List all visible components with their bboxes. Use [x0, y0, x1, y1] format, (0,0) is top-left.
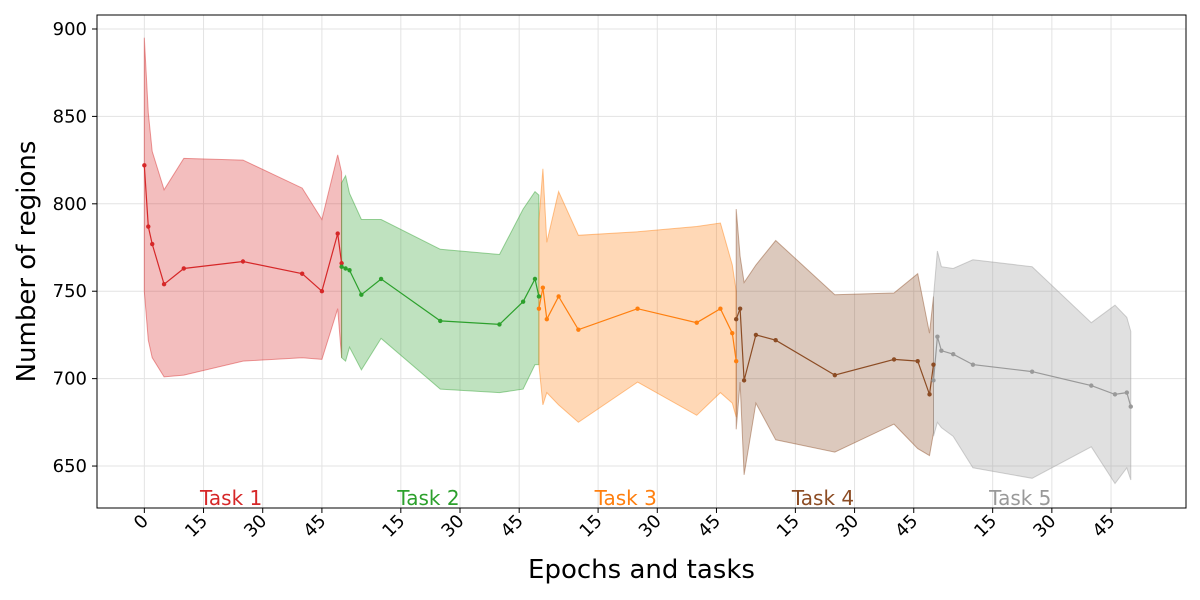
x-tick-label: 15 [970, 511, 1001, 542]
y-tick-label: 650 [53, 456, 87, 477]
point-task-4 [741, 378, 747, 383]
point-task-1 [299, 271, 305, 276]
point-task-3 [733, 358, 739, 364]
point-task-3 [718, 306, 723, 311]
x-tick-label: 30 [437, 511, 468, 542]
point-task-1 [161, 282, 167, 287]
point-task-1 [319, 289, 325, 294]
band-task-2 [341, 174, 540, 394]
task-label-4: Task 4 [791, 486, 854, 510]
x-tick-label: 15 [576, 511, 607, 542]
point-task-2 [343, 266, 348, 271]
point-task-3 [730, 330, 735, 336]
point-task-2 [520, 299, 526, 304]
band-task-5 [933, 250, 1132, 485]
point-task-4 [737, 306, 743, 311]
point-task-5 [1029, 369, 1035, 374]
point-task-4 [832, 372, 838, 378]
y-tick-label: 750 [53, 281, 87, 302]
point-task-3 [536, 306, 542, 311]
point-task-1 [339, 261, 344, 266]
point-task-1 [181, 266, 187, 271]
line-task-3 [538, 287, 737, 362]
grid [97, 15, 1186, 508]
confidence-bands [143, 37, 1132, 485]
point-task-4 [931, 362, 936, 367]
point-task-3 [694, 320, 699, 325]
point-task-2 [497, 322, 502, 327]
point-task-1 [142, 163, 147, 168]
point-task-5 [931, 378, 936, 383]
line-task-5 [932, 336, 1132, 407]
point-task-5 [1124, 390, 1130, 395]
point-task-2 [359, 292, 364, 297]
point-task-5 [951, 351, 956, 357]
task-labels: Task 1 Task 2 Task 3 Task 4 Task 5 [199, 486, 1051, 510]
x-tick-label: 15 [181, 511, 212, 542]
x-tick-label: 45 [694, 511, 725, 542]
x-axis-label: Epochs and tasks [528, 555, 755, 585]
point-task-4 [733, 316, 739, 322]
point-task-5 [1089, 383, 1094, 388]
point-task-4 [891, 357, 897, 362]
y-tick-label: 700 [53, 369, 87, 390]
band-task-3 [538, 168, 737, 423]
y-tick-label: 900 [53, 19, 87, 40]
x-tick-label: 45 [891, 511, 922, 542]
point-task-2 [438, 318, 443, 324]
point-task-5 [1128, 404, 1133, 409]
point-task-3 [544, 316, 550, 322]
point-task-1 [146, 224, 151, 229]
point-task-2 [532, 276, 538, 282]
x-tick-label: 45 [1089, 511, 1120, 542]
point-task-1 [335, 231, 340, 236]
x-tick-label: 30 [240, 511, 271, 542]
point-task-4 [753, 332, 759, 338]
plot-frame [96, 14, 1187, 509]
x-tick-label: 45 [497, 511, 528, 542]
point-task-5 [970, 362, 976, 367]
line-task-4 [735, 308, 935, 395]
point-task-4 [773, 337, 778, 343]
point-task-3 [540, 285, 546, 290]
y-tick-label: 850 [53, 106, 87, 127]
task-label-2: Task 2 [396, 486, 459, 510]
task-label-1: Task 1 [199, 486, 262, 510]
point-task-3 [576, 327, 581, 332]
point-task-2 [378, 276, 384, 282]
point-task-2 [347, 268, 352, 273]
point-task-5 [935, 334, 940, 339]
point-task-1 [240, 259, 246, 264]
point-task-3 [635, 306, 640, 311]
x-tick-label: 30 [832, 511, 863, 542]
line-task-1 [143, 165, 343, 293]
task-label-3: Task 3 [594, 486, 657, 510]
point-task-2 [339, 264, 344, 269]
point-task-4 [927, 392, 932, 397]
x-tick-label: 15 [378, 511, 409, 542]
x-tick-label: 15 [773, 511, 804, 542]
point-task-3 [556, 294, 561, 299]
point-task-1 [150, 241, 155, 247]
point-task-2 [536, 294, 542, 299]
y-axis-ticks: 650 700 750 800 850 900 [53, 19, 97, 477]
x-axis-ticks: 0 15 30 45 15 30 45 15 30 45 15 30 45 15 30 45 [130, 508, 1120, 542]
x-tick-label: 0 [130, 511, 153, 534]
y-axis-label: Number of regions [12, 141, 42, 383]
x-tick-label: 30 [635, 511, 666, 542]
point-task-5 [1112, 392, 1118, 397]
band-task-4 [735, 209, 934, 475]
task-label-5: Task 5 [988, 486, 1051, 510]
y-tick-label: 800 [53, 194, 87, 215]
series-points [142, 163, 1133, 409]
point-task-4 [915, 358, 920, 364]
point-task-5 [939, 348, 944, 353]
x-tick-label: 30 [1029, 511, 1060, 542]
x-tick-label: 45 [299, 511, 330, 542]
band-task-1 [143, 37, 343, 378]
